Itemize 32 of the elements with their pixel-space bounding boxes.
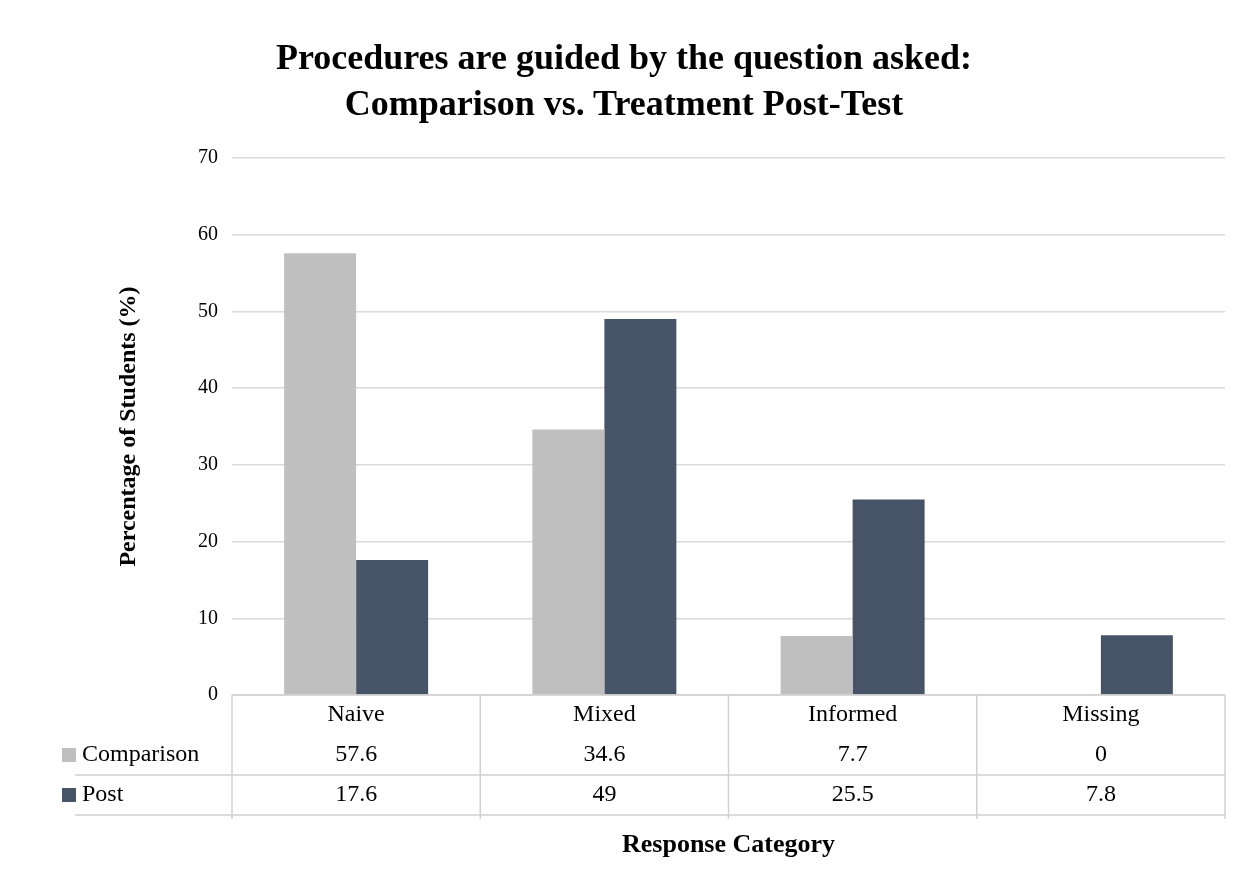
bar xyxy=(284,253,357,695)
data-label: 7.7 xyxy=(837,740,868,767)
bar xyxy=(852,499,925,695)
data-label: 0 xyxy=(1094,740,1107,767)
y-tick-label: 30 xyxy=(198,452,218,475)
y-tick-label: 10 xyxy=(198,605,218,628)
y-tick-label: 50 xyxy=(198,298,218,321)
y-tick-label: 0 xyxy=(208,682,218,705)
data-label: 34.6 xyxy=(583,740,626,767)
data-label: 49 xyxy=(592,780,617,807)
y-tick-label: 70 xyxy=(198,145,218,168)
legend-label: Comparison xyxy=(82,740,200,767)
bar xyxy=(532,429,605,695)
bar xyxy=(356,559,429,695)
data-label: 25.5 xyxy=(831,780,874,807)
bar xyxy=(1100,635,1173,695)
y-tick-label: 40 xyxy=(198,375,218,398)
x-axis-title: Response Category xyxy=(621,828,836,858)
x-tick-label: Naive xyxy=(327,700,385,727)
data-label: 17.6 xyxy=(335,780,378,807)
bar xyxy=(780,635,853,695)
chart-title: Procedures are guided by the question asked: Comparison vs. Treatment Post-Test xyxy=(274,36,974,125)
x-tick-label: Informed xyxy=(807,700,898,727)
bar xyxy=(604,319,677,695)
data-label: 7.8 xyxy=(1085,780,1116,807)
y-tick-label: 60 xyxy=(198,221,218,244)
data-label: 57.6 xyxy=(335,740,378,767)
legend-label: Post xyxy=(82,780,124,807)
y-axis-title: Percentage of Students (%) xyxy=(113,286,140,567)
x-tick-label: Mixed xyxy=(573,700,636,727)
y-tick-label: 20 xyxy=(198,528,218,551)
x-tick-label: Missing xyxy=(1062,700,1140,727)
